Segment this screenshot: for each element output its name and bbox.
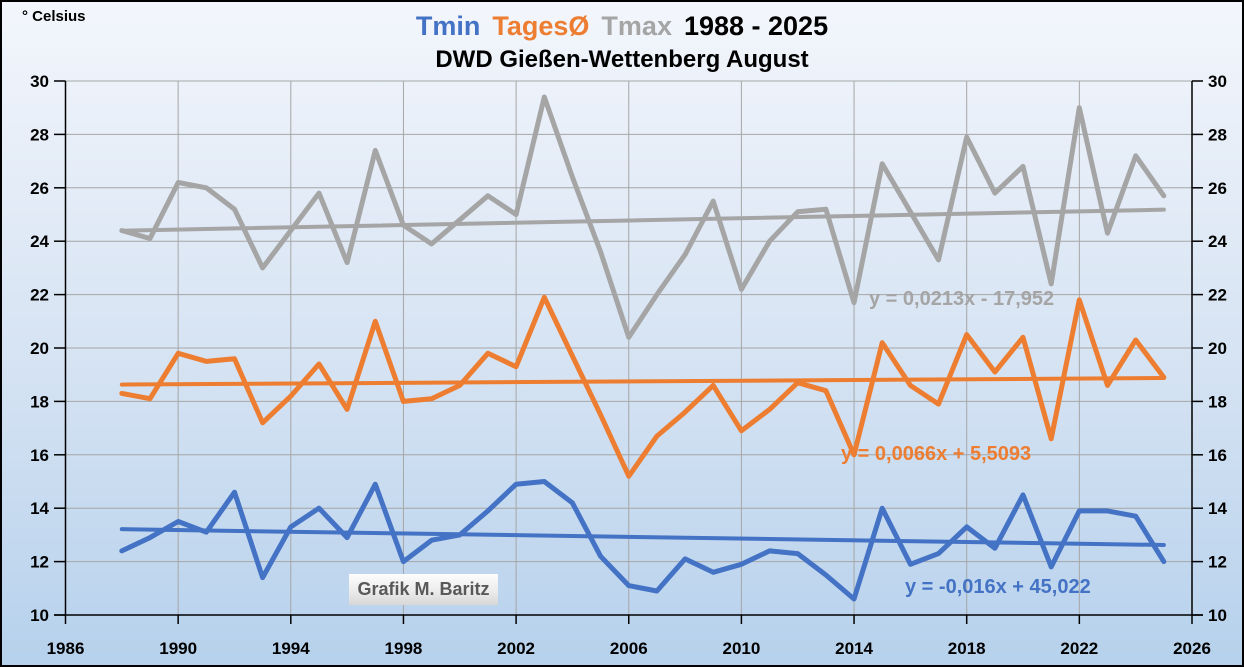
y-tick-label-right: 26 [1208,179,1227,198]
y-axis-unit-label: ° Celsius [22,8,86,25]
series-line-Tmin [119,479,1167,602]
x-tick-label: 1994 [272,639,310,658]
x-tick-label: 1990 [159,639,197,658]
trend-equation-Tmax: y = 0,0213x - 17,952 [869,288,1054,310]
legend-tmax-label: Tmax [601,11,672,41]
x-tick-label: 2014 [835,639,873,658]
y-tick-label-left: 18 [30,392,49,411]
y-tick-label-left: 26 [30,179,49,198]
title-year-range: 1988 - 2025 [683,11,829,41]
x-tick-label: 2026 [1173,639,1211,658]
y-tick-label-left: 10 [30,606,49,625]
y-tick-label-left: 24 [30,232,49,251]
watermark-credit: Grafik M. Baritz [349,574,498,605]
x-tick-label: 2022 [1060,639,1098,658]
x-tick-label: 1998 [385,639,423,658]
y-tick-label-right: 16 [1208,446,1227,465]
x-tick-label: 2006 [610,639,648,658]
legend-tages-label: TagesØ [492,11,590,41]
trendline-Tmin [119,527,1166,547]
y-tick-label-right: 22 [1208,286,1227,305]
y-tick-label-right: 12 [1208,553,1227,572]
trendline-Tmax [119,207,1166,233]
chart-subtitle: DWD Gießen-Wettenberg August [435,46,809,73]
chart-title: Tmin TagesØ Tmax 1988 - 2025 [2,10,1242,42]
y-tick-label-left: 28 [30,125,49,144]
series-line-Tmax [119,94,1167,340]
x-tick-label: 2002 [497,639,535,658]
y-tick-label-right: 10 [1208,606,1227,625]
x-tick-label: 2010 [722,639,760,658]
x-tick-label: 1986 [47,639,85,658]
trend-equation-Tmin: y = -0,016x + 45,022 [905,576,1091,598]
y-tick-label-left: 16 [30,446,49,465]
x-tick-label: 2018 [948,639,986,658]
y-tick-label-left: 14 [30,499,49,518]
series-line-TagesØ [119,294,1167,479]
legend-tmin-label: Tmin [415,11,481,41]
y-tick-label-right: 24 [1208,232,1227,251]
trendline-TagesØ [119,376,1166,387]
y-tick-label-left: 22 [30,286,49,305]
y-tick-label-right: 28 [1208,125,1227,144]
y-tick-label-right: 18 [1208,392,1227,411]
y-tick-label-right: 30 [1208,72,1227,91]
y-tick-label-right: 20 [1208,339,1227,358]
trend-equation-TagesØ: y = 0,0066x + 5,5093 [841,443,1031,465]
y-tick-label-right: 14 [1208,499,1227,518]
y-tick-label-left: 20 [30,339,49,358]
y-tick-label-left: 12 [30,553,49,572]
y-tick-label-left: 30 [30,72,49,91]
